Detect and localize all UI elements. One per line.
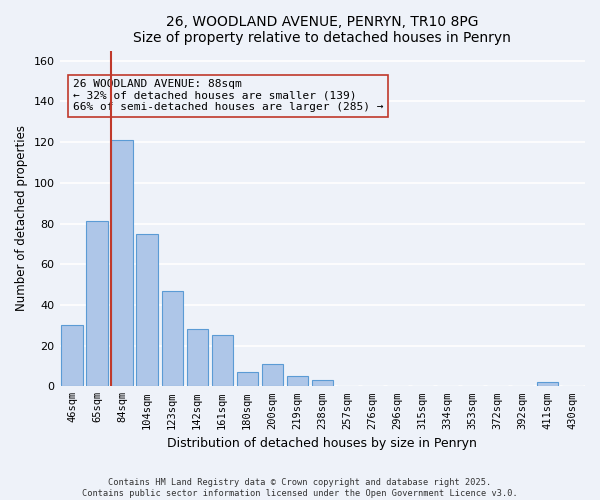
Text: Contains HM Land Registry data © Crown copyright and database right 2025.
Contai: Contains HM Land Registry data © Crown c… <box>82 478 518 498</box>
Bar <box>61 326 83 386</box>
Bar <box>262 364 283 386</box>
Bar <box>236 372 258 386</box>
Bar <box>187 330 208 386</box>
Bar <box>161 290 183 386</box>
Bar <box>212 336 233 386</box>
Title: 26, WOODLAND AVENUE, PENRYN, TR10 8PG
Size of property relative to detached hous: 26, WOODLAND AVENUE, PENRYN, TR10 8PG Si… <box>133 15 511 45</box>
Y-axis label: Number of detached properties: Number of detached properties <box>15 126 28 312</box>
Bar <box>112 140 133 386</box>
Bar <box>136 234 158 386</box>
Bar <box>86 222 108 386</box>
Bar <box>537 382 558 386</box>
X-axis label: Distribution of detached houses by size in Penryn: Distribution of detached houses by size … <box>167 437 477 450</box>
Bar <box>287 376 308 386</box>
Bar <box>311 380 333 386</box>
Text: 26 WOODLAND AVENUE: 88sqm
← 32% of detached houses are smaller (139)
66% of semi: 26 WOODLAND AVENUE: 88sqm ← 32% of detac… <box>73 79 383 112</box>
